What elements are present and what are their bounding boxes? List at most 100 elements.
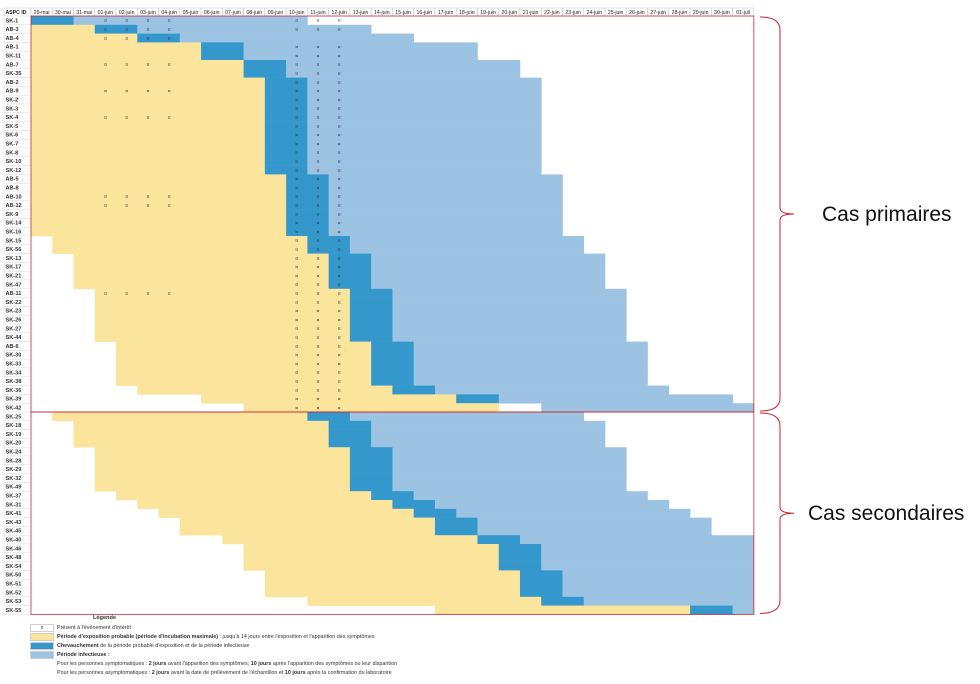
event-presence-mark: ¤	[338, 265, 341, 271]
infectious-period-bar	[328, 192, 563, 202]
case-id-label: SK-43	[6, 520, 22, 526]
overlap-period-bar	[328, 438, 372, 448]
case-id-label: SK-10	[6, 159, 22, 165]
infectious-period-bar	[286, 68, 521, 78]
case-id-label: SK-46	[6, 546, 22, 552]
overlap-period-bar	[456, 394, 500, 404]
exposure-period-bar	[31, 24, 96, 34]
infectious-period-bar	[349, 236, 585, 246]
symptomatic-text-c: avant l'apparition des symptômes;	[166, 660, 251, 667]
event-presence-mark: ¤	[295, 282, 298, 288]
infectious-period-bar	[392, 456, 627, 466]
event-presence-mark: ¤	[295, 247, 298, 253]
event-presence-mark: ¤	[338, 27, 341, 33]
event-presence-mark: ¤	[295, 106, 298, 112]
case-id-label: AB-1	[6, 45, 19, 51]
event-presence-mark: ¤	[338, 62, 341, 68]
case-id-label: SK-2	[6, 98, 19, 104]
case-id-label: AB-9	[6, 89, 19, 95]
legend-overlap-text: de la période probable d'exposition et d…	[98, 642, 250, 649]
infectious-period-bar	[434, 385, 670, 395]
exposure-period-bar	[31, 33, 138, 43]
exposure-period-bar	[94, 306, 351, 316]
case-id-label: SK-8	[6, 150, 19, 156]
exposure-period-bar	[137, 500, 393, 510]
infectious-period-bar	[349, 412, 585, 422]
case-id-label: AB-2	[6, 80, 19, 86]
overlap-period-bar	[328, 420, 372, 430]
overlap-period-bar	[264, 104, 308, 114]
event-presence-mark: ¤	[317, 397, 320, 403]
overlap-period-bar	[349, 464, 393, 474]
asymptomatic-text-e: après la confirmation du laboratoire	[305, 669, 392, 676]
exposure-period-bar	[94, 332, 351, 342]
event-presence-mark: ¤	[338, 256, 341, 262]
case-id-label: SK-18	[6, 423, 22, 429]
event-presence-mark: ¤	[317, 291, 320, 297]
event-presence-mark: ¤	[338, 97, 341, 103]
mark-swatch-icon: ¤	[30, 623, 54, 632]
overlap-period-bar	[264, 86, 308, 96]
date-tick-label: 26-juin	[629, 10, 645, 16]
group-brace-icon	[759, 16, 795, 412]
overlap-period-bar	[264, 130, 308, 140]
case-id-label: SK-32	[6, 476, 22, 482]
asymptomatic-text-a: Pour les personnes asymptomatiques :	[57, 669, 152, 676]
infectious-period-bar	[243, 42, 478, 52]
event-presence-mark: ¤	[295, 344, 298, 350]
case-id-label: SK-48	[6, 555, 22, 561]
event-presence-mark: ¤	[317, 317, 320, 323]
exposure-period-bar	[31, 77, 266, 87]
event-presence-mark: ¤	[338, 194, 341, 200]
event-presence-mark: ¤	[125, 62, 128, 68]
case-id-label: SK-11	[6, 54, 22, 60]
asymptomatic-text-b: 2 jours	[151, 669, 170, 676]
event-presence-mark: ¤	[317, 203, 320, 209]
infectious-period-bar	[328, 183, 563, 193]
date-tick-label: 30-juin	[714, 10, 730, 16]
overlap-period-bar	[498, 561, 542, 571]
event-presence-mark: ¤	[295, 185, 298, 191]
event-presence-mark: ¤	[317, 124, 320, 130]
event-presence-mark: ¤	[338, 282, 341, 288]
infectious-period-bar	[328, 227, 563, 237]
infectious-swatch-icon	[30, 650, 54, 659]
asymptomatic-text-d: 10 jours	[284, 669, 306, 676]
exposure-period-bar	[243, 403, 500, 413]
date-tick-label: 01-juil	[736, 10, 750, 16]
event-presence-mark: ¤	[295, 212, 298, 218]
exposure-period-bar	[31, 60, 244, 70]
case-id-label: SK-34	[6, 370, 23, 376]
event-presence-mark: ¤	[338, 379, 341, 385]
exposure-period-bar	[201, 394, 457, 404]
overlap-period-bar	[328, 262, 372, 272]
overlap-period-bar	[201, 42, 244, 52]
event-presence-mark: ¤	[338, 370, 341, 376]
event-presence-mark: ¤	[125, 36, 128, 42]
event-presence-mark: ¤	[317, 388, 320, 394]
overlap-period-bar	[349, 482, 393, 492]
infectious-period-bar	[243, 51, 478, 61]
case-id-label: SK-3	[6, 106, 19, 112]
case-id-label: SK-49	[6, 485, 22, 491]
event-presence-mark: ¤	[338, 353, 341, 359]
event-presence-mark: ¤	[317, 326, 320, 332]
overlap-period-bar	[264, 95, 308, 105]
event-presence-mark: ¤	[295, 18, 298, 24]
infectious-period-bar	[307, 130, 542, 140]
case-id-label: SK-27	[6, 326, 22, 332]
overlap-period-bar	[264, 112, 308, 122]
case-id-label: AB-12	[6, 203, 22, 209]
event-presence-mark: ¤	[317, 300, 320, 306]
date-tick-label: 10-juin	[289, 10, 305, 16]
date-tick-label: 24-juin	[587, 10, 603, 16]
exposure-period-bar	[116, 491, 372, 501]
case-id-label: SK-41	[6, 511, 22, 517]
case-id-label: SK-50	[6, 573, 22, 579]
event-presence-mark: ¤	[338, 300, 341, 306]
overlap-period-bar	[349, 447, 393, 457]
exposure-period-bar	[137, 385, 393, 395]
legend-item-mark: ¤ Présent à l'événement d'intérêt	[30, 623, 131, 632]
case-id-label: SK-39	[6, 397, 22, 403]
case-id-label: SK-20	[6, 441, 22, 447]
